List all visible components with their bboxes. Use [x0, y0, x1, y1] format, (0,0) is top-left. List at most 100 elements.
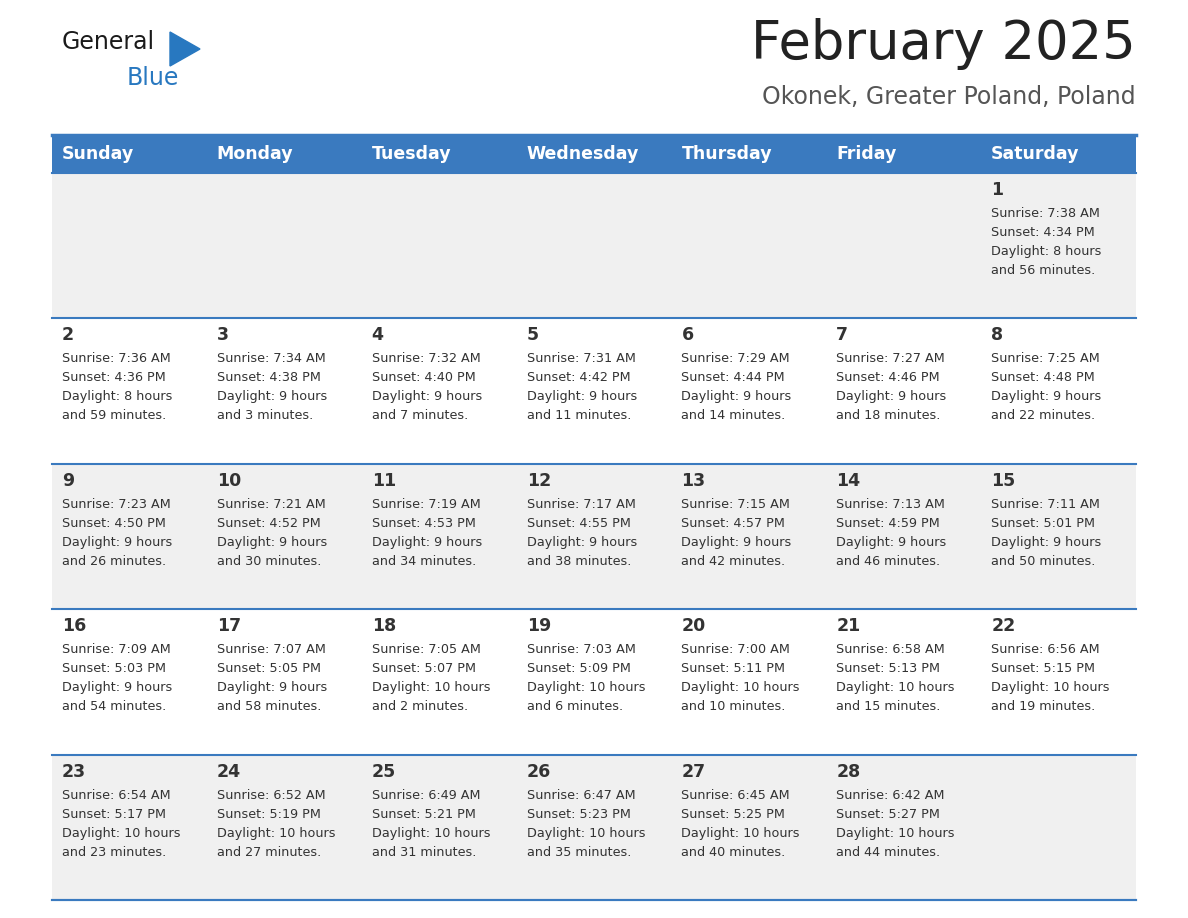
- Text: Daylight: 9 hours: Daylight: 9 hours: [526, 390, 637, 403]
- Text: Tuesday: Tuesday: [372, 145, 451, 163]
- Text: Sunrise: 7:29 AM: Sunrise: 7:29 AM: [682, 353, 790, 365]
- Bar: [361, 755, 517, 900]
- Text: Sunday: Sunday: [62, 145, 134, 163]
- Text: 24: 24: [217, 763, 241, 780]
- Bar: [52, 610, 207, 755]
- Bar: [671, 173, 827, 319]
- Text: Sunset: 5:13 PM: Sunset: 5:13 PM: [836, 662, 940, 676]
- Text: Sunrise: 7:05 AM: Sunrise: 7:05 AM: [372, 644, 481, 656]
- Text: Daylight: 10 hours: Daylight: 10 hours: [836, 826, 955, 840]
- Text: Daylight: 9 hours: Daylight: 9 hours: [682, 536, 791, 549]
- Bar: [207, 135, 361, 173]
- Text: 23: 23: [62, 763, 86, 780]
- Text: and 26 minutes.: and 26 minutes.: [62, 554, 166, 568]
- Bar: [827, 464, 981, 610]
- Text: Sunset: 4:53 PM: Sunset: 4:53 PM: [372, 517, 475, 530]
- Bar: [981, 173, 1136, 319]
- Bar: [52, 135, 207, 173]
- Text: and 38 minutes.: and 38 minutes.: [526, 554, 631, 568]
- Text: and 58 minutes.: and 58 minutes.: [217, 700, 321, 713]
- Bar: [671, 135, 827, 173]
- Text: and 31 minutes.: and 31 minutes.: [372, 845, 476, 858]
- Text: and 10 minutes.: and 10 minutes.: [682, 700, 785, 713]
- Text: 6: 6: [682, 327, 694, 344]
- Text: Sunrise: 7:17 AM: Sunrise: 7:17 AM: [526, 498, 636, 510]
- Text: Sunset: 4:40 PM: Sunset: 4:40 PM: [372, 372, 475, 385]
- Text: Sunset: 5:19 PM: Sunset: 5:19 PM: [217, 808, 321, 821]
- Text: 15: 15: [991, 472, 1016, 490]
- Text: Okonek, Greater Poland, Poland: Okonek, Greater Poland, Poland: [763, 85, 1136, 109]
- Text: Thursday: Thursday: [682, 145, 772, 163]
- Text: and 19 minutes.: and 19 minutes.: [991, 700, 1095, 713]
- Text: and 35 minutes.: and 35 minutes.: [526, 845, 631, 858]
- Text: Sunset: 5:23 PM: Sunset: 5:23 PM: [526, 808, 631, 821]
- Text: 9: 9: [62, 472, 74, 490]
- Bar: [207, 173, 361, 319]
- Text: Wednesday: Wednesday: [526, 145, 639, 163]
- Text: Sunrise: 6:49 AM: Sunrise: 6:49 AM: [372, 789, 480, 801]
- Bar: [827, 135, 981, 173]
- Bar: [517, 319, 671, 464]
- Text: 8: 8: [991, 327, 1004, 344]
- Bar: [517, 135, 671, 173]
- Text: Sunset: 4:42 PM: Sunset: 4:42 PM: [526, 372, 630, 385]
- Text: Sunrise: 7:11 AM: Sunrise: 7:11 AM: [991, 498, 1100, 510]
- Text: Sunset: 4:36 PM: Sunset: 4:36 PM: [62, 372, 166, 385]
- Text: and 7 minutes.: and 7 minutes.: [372, 409, 468, 422]
- Bar: [52, 173, 207, 319]
- Polygon shape: [170, 32, 200, 66]
- Text: Sunrise: 7:27 AM: Sunrise: 7:27 AM: [836, 353, 944, 365]
- Text: 21: 21: [836, 617, 860, 635]
- Text: Daylight: 10 hours: Daylight: 10 hours: [62, 826, 181, 840]
- Text: Daylight: 10 hours: Daylight: 10 hours: [526, 826, 645, 840]
- Bar: [827, 755, 981, 900]
- Text: Sunrise: 7:15 AM: Sunrise: 7:15 AM: [682, 498, 790, 510]
- Text: 27: 27: [682, 763, 706, 780]
- Bar: [517, 464, 671, 610]
- Text: 25: 25: [372, 763, 396, 780]
- Text: Sunset: 4:48 PM: Sunset: 4:48 PM: [991, 372, 1095, 385]
- Text: Daylight: 10 hours: Daylight: 10 hours: [682, 681, 800, 694]
- Bar: [981, 610, 1136, 755]
- Text: Sunrise: 7:36 AM: Sunrise: 7:36 AM: [62, 353, 171, 365]
- Text: Sunrise: 6:42 AM: Sunrise: 6:42 AM: [836, 789, 944, 801]
- Text: and 42 minutes.: and 42 minutes.: [682, 554, 785, 568]
- Text: and 6 minutes.: and 6 minutes.: [526, 700, 623, 713]
- Text: Sunset: 5:03 PM: Sunset: 5:03 PM: [62, 662, 166, 676]
- Text: General: General: [62, 30, 156, 54]
- Text: Daylight: 10 hours: Daylight: 10 hours: [372, 826, 491, 840]
- Text: Sunrise: 6:45 AM: Sunrise: 6:45 AM: [682, 789, 790, 801]
- Text: Sunrise: 6:56 AM: Sunrise: 6:56 AM: [991, 644, 1100, 656]
- Text: 17: 17: [217, 617, 241, 635]
- Text: Saturday: Saturday: [991, 145, 1080, 163]
- Text: Sunset: 4:57 PM: Sunset: 4:57 PM: [682, 517, 785, 530]
- Text: Daylight: 10 hours: Daylight: 10 hours: [526, 681, 645, 694]
- Bar: [361, 173, 517, 319]
- Bar: [981, 464, 1136, 610]
- Text: 2: 2: [62, 327, 74, 344]
- Bar: [517, 610, 671, 755]
- Text: Sunrise: 6:54 AM: Sunrise: 6:54 AM: [62, 789, 171, 801]
- Bar: [52, 319, 207, 464]
- Text: Sunrise: 7:21 AM: Sunrise: 7:21 AM: [217, 498, 326, 510]
- Text: Daylight: 10 hours: Daylight: 10 hours: [682, 826, 800, 840]
- Text: 13: 13: [682, 472, 706, 490]
- Bar: [52, 464, 207, 610]
- Text: Sunrise: 7:32 AM: Sunrise: 7:32 AM: [372, 353, 480, 365]
- Text: Sunrise: 7:38 AM: Sunrise: 7:38 AM: [991, 207, 1100, 220]
- Text: and 27 minutes.: and 27 minutes.: [217, 845, 321, 858]
- Text: Sunrise: 7:13 AM: Sunrise: 7:13 AM: [836, 498, 946, 510]
- Text: Sunset: 5:15 PM: Sunset: 5:15 PM: [991, 662, 1095, 676]
- Text: and 56 minutes.: and 56 minutes.: [991, 264, 1095, 277]
- Text: 20: 20: [682, 617, 706, 635]
- Text: Daylight: 10 hours: Daylight: 10 hours: [372, 681, 491, 694]
- Text: and 59 minutes.: and 59 minutes.: [62, 409, 166, 422]
- Bar: [671, 755, 827, 900]
- Text: Sunset: 5:01 PM: Sunset: 5:01 PM: [991, 517, 1095, 530]
- Text: 26: 26: [526, 763, 551, 780]
- Bar: [827, 173, 981, 319]
- Text: Daylight: 9 hours: Daylight: 9 hours: [372, 390, 482, 403]
- Bar: [207, 319, 361, 464]
- Text: 18: 18: [372, 617, 396, 635]
- Text: Daylight: 8 hours: Daylight: 8 hours: [991, 245, 1101, 258]
